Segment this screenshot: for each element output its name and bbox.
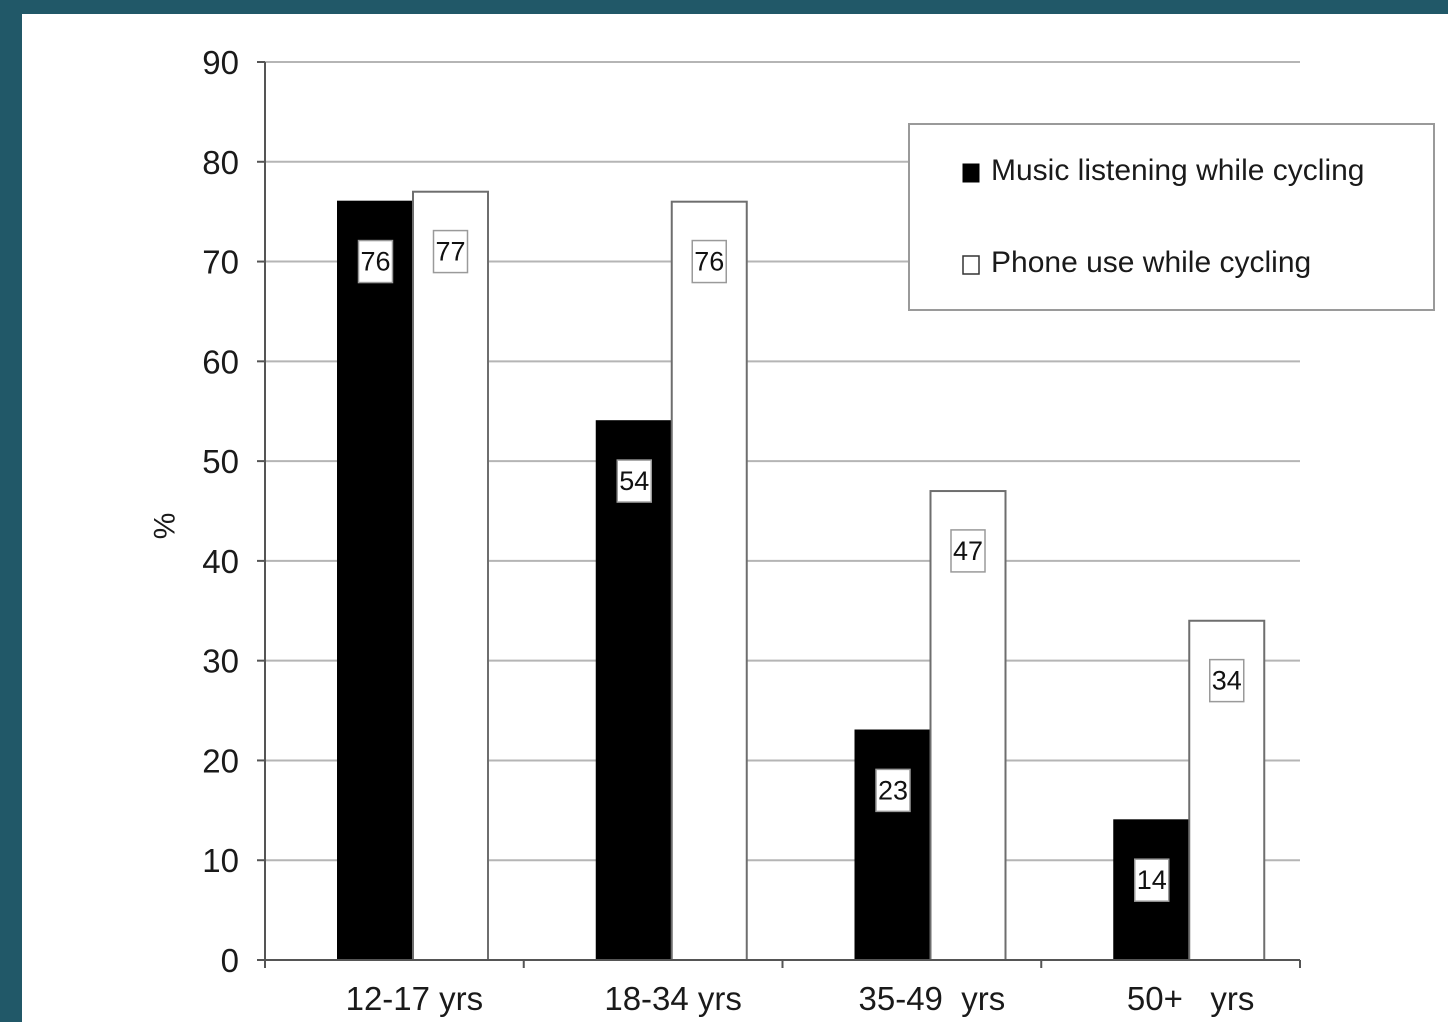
data-label-box-1-1 <box>691 239 727 284</box>
bar-phone-0 <box>412 190 489 961</box>
y-tick-label-0: 0 <box>221 942 239 979</box>
x-category-label-3: 50+ yrs <box>1127 980 1254 1017</box>
legend-swatch-phone <box>962 255 980 275</box>
data-label-box-0-2 <box>875 768 911 813</box>
x-category-label-1: 18-34 yrs <box>604 980 742 1017</box>
data-label-1-3: 34 <box>1212 666 1242 696</box>
y-tick-label-20: 20 <box>202 742 239 779</box>
bars <box>337 190 1266 961</box>
data-label-1-1: 76 <box>694 247 724 277</box>
legend-label-phone: Phone use while cycling <box>991 246 1311 279</box>
legend-box <box>908 123 1435 311</box>
data-label-box-0-1 <box>616 459 652 503</box>
bar-music-0 <box>337 200 414 961</box>
y-tick-label-10: 10 <box>202 842 239 879</box>
axes <box>257 61 1301 968</box>
data-label-box-1-2 <box>950 529 986 573</box>
data-label-1-2: 47 <box>953 536 983 566</box>
data-label-box-1-0 <box>432 229 469 274</box>
y-tick-label-90: 90 <box>202 44 239 81</box>
legend: Music listening while cycling Phone use … <box>908 123 1435 311</box>
y-axis-label: % <box>147 513 180 540</box>
data-label-box-0-3 <box>1134 858 1170 902</box>
data-label-0-1: 54 <box>619 466 649 496</box>
y-tick-labels: 0 10 20 30 40 50 60 70 80 90 <box>202 44 239 979</box>
data-label-0-3: 14 <box>1137 865 1167 895</box>
y-tick-label-70: 70 <box>202 244 239 281</box>
y-tick-label-60: 60 <box>202 343 239 380</box>
data-label-1-0: 77 <box>435 237 465 267</box>
legend-swatch-music <box>962 163 980 183</box>
y-tick-label-40: 40 <box>202 543 239 580</box>
data-label-0-2: 23 <box>878 775 908 805</box>
x-category-label-2: 35-49 yrs <box>859 980 1006 1017</box>
data-label-box-1-3 <box>1209 658 1245 703</box>
data-label-0-0: 76 <box>360 247 390 277</box>
x-category-labels: 12-17 yrs 18-34 yrs 35-49 yrs 50+ yrs <box>346 980 1255 1017</box>
bar-chart: 0 10 20 30 40 50 60 70 80 90 12-17 yrs 18-34 yrs 35… <box>147 44 1435 1017</box>
y-tick-label-50: 50 <box>202 443 239 480</box>
data-labels: 76 77 54 76 23 47 14 34 <box>357 229 1245 902</box>
x-category-label-0: 12-17 yrs <box>346 980 484 1017</box>
data-label-box-0-0 <box>357 239 394 284</box>
bar-music-2 <box>854 729 932 961</box>
y-tick-label-80: 80 <box>202 144 239 181</box>
y-tick-label-30: 30 <box>202 643 239 680</box>
slide-panel: 0 10 20 30 40 50 60 70 80 90 12-17 yrs 18-34 yrs 35… <box>22 14 1448 1022</box>
legend-label-music: Music listening while cycling <box>991 154 1364 187</box>
bar-phone-1 <box>670 200 748 961</box>
